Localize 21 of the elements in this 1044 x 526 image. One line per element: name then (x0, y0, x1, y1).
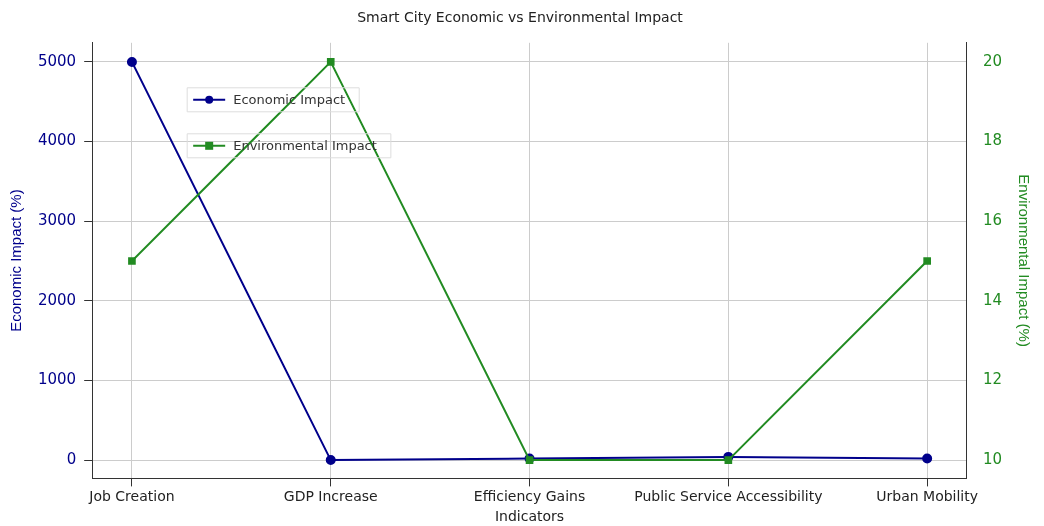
x-tick-label: Urban Mobility (876, 488, 979, 505)
y2-tick-label: 18 (982, 131, 1003, 150)
y2-tick-label: 12 (982, 370, 1003, 389)
y2-tick-label: 10 (982, 449, 1003, 468)
x-tick-label: Public Service Accessibility (634, 488, 823, 505)
y-tick-label: 1000 (37, 370, 77, 389)
x-tick-label: Job Creation (88, 488, 175, 505)
y-tick-label: 4000 (37, 131, 77, 150)
y2-axis-title: Environmental Impact (%) (1015, 174, 1033, 347)
y-tick-label: 5000 (37, 51, 77, 70)
x-tick-label: GDP Increase (283, 488, 378, 505)
x-tick-label: Efficiency Gains (473, 488, 586, 505)
y-tick-label: 3000 (37, 211, 77, 230)
y-tick-label: 0 (66, 449, 77, 468)
y2-tick-label: 20 (982, 51, 1003, 70)
y-tick-label: 2000 (37, 290, 77, 309)
y2-tick-label: 14 (982, 290, 1003, 309)
y2-tick-label: 16 (982, 211, 1003, 230)
chart-title: Smart City Economic vs Environmental Impact (357, 9, 684, 26)
y-axis-title: Economic Impact (%) (7, 189, 25, 332)
x-axis-title: Indicators (494, 508, 565, 525)
